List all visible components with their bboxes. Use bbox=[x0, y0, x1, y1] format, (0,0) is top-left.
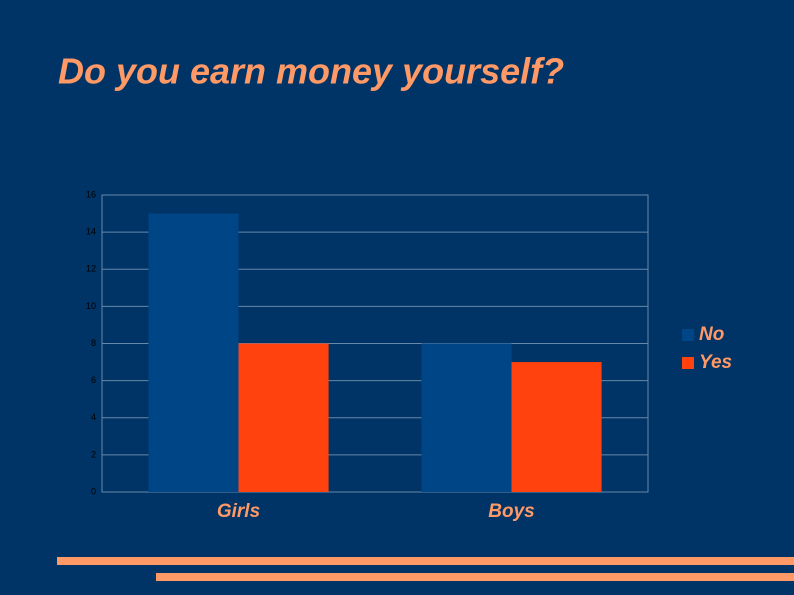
x-tick-label: Boys bbox=[488, 501, 534, 522]
decor-bar bbox=[156, 573, 794, 581]
y-tick-label: 8 bbox=[91, 338, 96, 348]
legend-label: No bbox=[699, 324, 724, 345]
x-tick-label: Girls bbox=[217, 501, 260, 522]
y-tick-label: 6 bbox=[91, 375, 96, 385]
bar bbox=[238, 343, 329, 492]
y-tick-label: 14 bbox=[86, 227, 96, 237]
y-tick-label: 4 bbox=[91, 412, 96, 422]
bar bbox=[148, 213, 239, 492]
bar bbox=[511, 362, 602, 492]
y-tick-label: 12 bbox=[86, 264, 96, 274]
y-tick-label: 0 bbox=[91, 486, 96, 496]
legend-label: Yes bbox=[699, 352, 732, 373]
y-tick-label: 16 bbox=[86, 189, 96, 199]
legend-swatch bbox=[682, 357, 694, 369]
bar bbox=[421, 343, 512, 492]
y-tick-label: 10 bbox=[86, 301, 96, 311]
decor-bar bbox=[57, 557, 794, 565]
legend-swatch bbox=[682, 329, 694, 341]
y-tick-label: 2 bbox=[91, 449, 96, 459]
chart-title: Do you earn money yourself? bbox=[58, 51, 564, 92]
